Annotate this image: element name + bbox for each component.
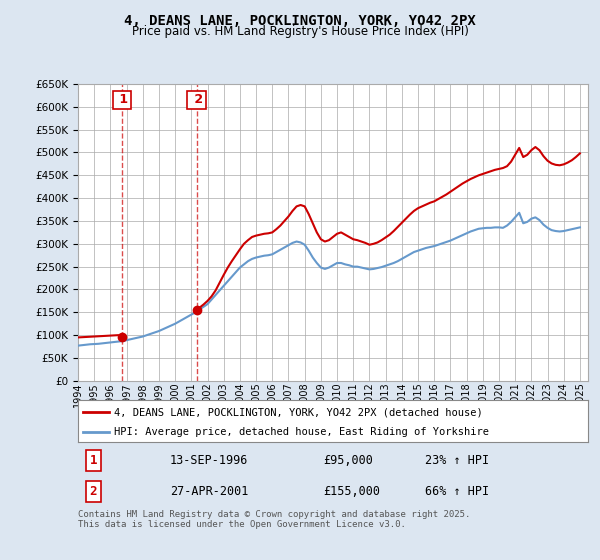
Text: 4, DEANS LANE, POCKLINGTON, YORK, YO42 2PX (detached house): 4, DEANS LANE, POCKLINGTON, YORK, YO42 2… [114,407,482,417]
Text: 1: 1 [89,454,97,467]
Text: 4, DEANS LANE, POCKLINGTON, YORK, YO42 2PX: 4, DEANS LANE, POCKLINGTON, YORK, YO42 2… [124,14,476,28]
Text: 13-SEP-1996: 13-SEP-1996 [170,454,248,467]
Text: Price paid vs. HM Land Registry's House Price Index (HPI): Price paid vs. HM Land Registry's House … [131,25,469,38]
Text: Contains HM Land Registry data © Crown copyright and database right 2025.
This d: Contains HM Land Registry data © Crown c… [78,510,470,529]
Text: 66% ↑ HPI: 66% ↑ HPI [425,485,489,498]
Text: £155,000: £155,000 [323,485,380,498]
Text: 2: 2 [190,93,203,106]
Text: 1: 1 [115,93,128,106]
Text: 27-APR-2001: 27-APR-2001 [170,485,248,498]
Text: 2: 2 [89,485,97,498]
Text: £95,000: £95,000 [323,454,373,467]
Text: HPI: Average price, detached house, East Riding of Yorkshire: HPI: Average price, detached house, East… [114,427,488,437]
Text: 23% ↑ HPI: 23% ↑ HPI [425,454,489,467]
